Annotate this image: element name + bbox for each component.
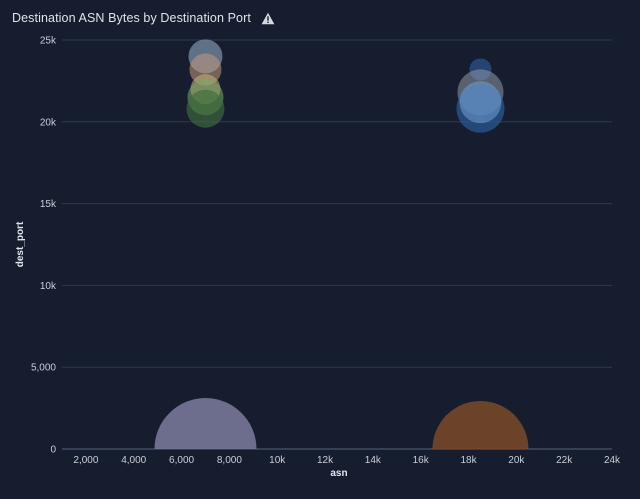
x-tick-label: 8,000	[217, 455, 242, 466]
panel-header: Destination ASN Bytes by Destination Por…	[12, 9, 275, 27]
y-tick-label: 5,000	[31, 363, 56, 374]
bubble-point[interactable]	[459, 81, 502, 124]
bubbles	[154, 39, 529, 499]
x-tick-label: 6,000	[169, 455, 194, 466]
y-axis-title: dest_port	[15, 221, 26, 267]
y-tick-label: 20k	[40, 117, 57, 128]
x-tick-label: 12k	[317, 455, 334, 466]
y-tick-label: 25k	[40, 36, 57, 47]
axes: 0 5,000 10k 15k 20k 25k 2,000 4,000 6,000 8,000 10…	[31, 36, 621, 467]
warning-triangle-icon[interactable]	[261, 12, 275, 25]
x-tick-label: 16k	[413, 455, 430, 466]
bubble-point[interactable]	[186, 89, 225, 128]
y-tick-label: 0	[50, 445, 56, 456]
x-tick-label: 20k	[508, 455, 525, 466]
x-tick-label: 2,000	[73, 455, 98, 466]
y-tick-label: 10k	[40, 281, 57, 292]
x-tick-label: 14k	[365, 455, 382, 466]
x-tick-label: 24k	[604, 455, 621, 466]
x-tick-label: 22k	[556, 455, 573, 466]
gridlines	[62, 39, 612, 450]
y-tick-label: 15k	[40, 199, 57, 210]
bubble-point[interactable]	[154, 398, 257, 499]
x-tick-label: 4,000	[121, 455, 146, 466]
bubble-point[interactable]	[432, 401, 529, 497]
x-tick-label: 18k	[460, 455, 477, 466]
x-axis-title: asn	[330, 468, 347, 479]
x-tick-label: 10k	[269, 455, 286, 466]
panel-title: Destination ASN Bytes by Destination Por…	[12, 11, 251, 25]
